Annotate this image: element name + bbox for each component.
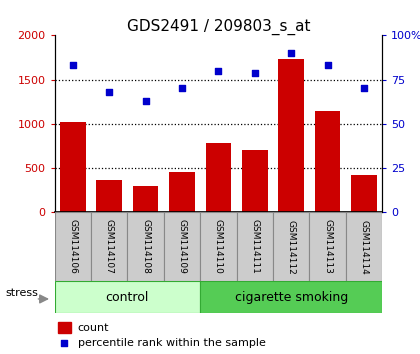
Bar <box>273 212 310 281</box>
Bar <box>55 281 200 313</box>
Point <box>361 86 368 91</box>
Text: GSM114113: GSM114113 <box>323 219 332 274</box>
Point <box>142 98 149 104</box>
Text: percentile rank within the sample: percentile rank within the sample <box>78 338 265 348</box>
Bar <box>58 322 71 333</box>
Bar <box>91 212 127 281</box>
Bar <box>60 122 86 212</box>
Text: cigarette smoking: cigarette smoking <box>235 291 348 304</box>
Bar <box>200 281 382 313</box>
Point <box>324 63 331 68</box>
Text: GSM114114: GSM114114 <box>360 219 368 274</box>
Point <box>69 63 76 68</box>
Text: GSM114110: GSM114110 <box>214 219 223 274</box>
Bar <box>169 172 195 212</box>
Text: count: count <box>78 322 109 332</box>
Text: control: control <box>106 291 149 304</box>
Bar <box>310 212 346 281</box>
Point <box>288 50 294 56</box>
Bar <box>200 212 236 281</box>
Point <box>252 70 258 75</box>
Bar <box>206 143 231 212</box>
Point <box>178 86 185 91</box>
Text: GSM114106: GSM114106 <box>68 219 77 274</box>
Bar <box>278 59 304 212</box>
Bar <box>164 212 200 281</box>
Bar <box>133 186 158 212</box>
Bar <box>351 175 377 212</box>
Bar <box>97 180 122 212</box>
Bar <box>315 111 340 212</box>
Text: GSM114107: GSM114107 <box>105 219 114 274</box>
Text: GSM114108: GSM114108 <box>141 219 150 274</box>
Bar <box>236 212 273 281</box>
Point <box>215 68 222 74</box>
Text: GSM114109: GSM114109 <box>178 219 186 274</box>
Bar <box>242 150 268 212</box>
Point <box>106 89 113 95</box>
Bar <box>346 212 382 281</box>
Bar <box>127 212 164 281</box>
Bar <box>55 212 91 281</box>
Text: GSM114112: GSM114112 <box>287 219 296 274</box>
Text: stress: stress <box>5 287 38 298</box>
Title: GDS2491 / 209803_s_at: GDS2491 / 209803_s_at <box>127 19 310 35</box>
Point <box>61 341 68 346</box>
Text: GSM114111: GSM114111 <box>250 219 259 274</box>
